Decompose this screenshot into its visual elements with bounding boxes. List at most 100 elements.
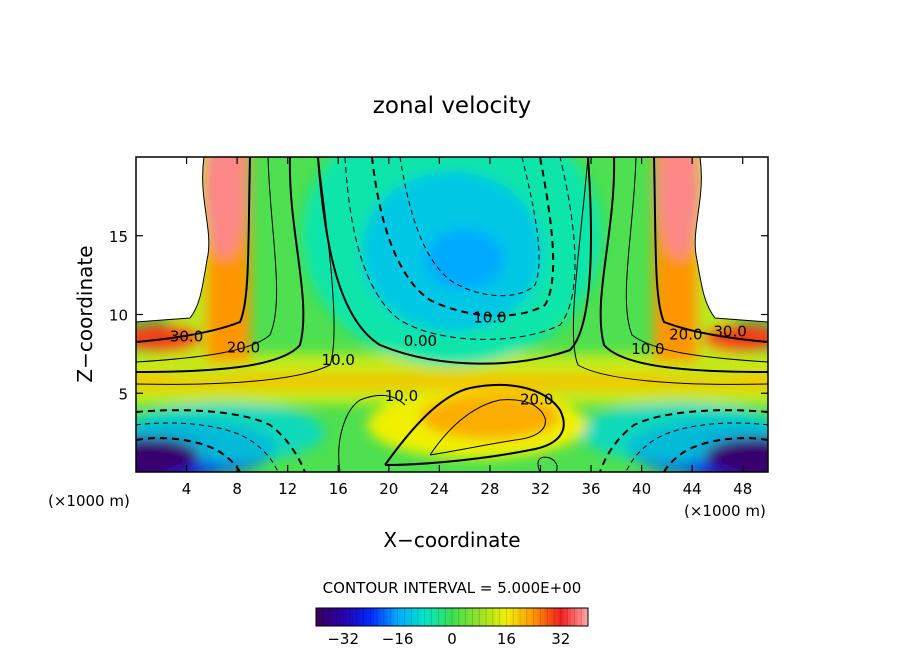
colorbar-ticks: −32 −16 0 16 32: [327, 630, 570, 648]
colorbar-cell: [465, 608, 470, 626]
y-tick-label: 10: [109, 307, 128, 325]
colorbar-cell: [571, 608, 575, 626]
colorbar-cell: [520, 608, 524, 626]
y-axis-label: Z−coordinate: [73, 245, 97, 382]
contour-label: 20.0: [520, 390, 553, 408]
contour-label: 30.0: [170, 327, 203, 345]
colorbar-cell: [557, 608, 562, 626]
colorbar-cell: [455, 608, 460, 626]
colorbar-cell: [533, 608, 538, 626]
colorbar-cell: [360, 608, 364, 626]
contour-label: 10.0: [385, 387, 418, 405]
colorbar-cell: [540, 608, 545, 626]
colorbar-cell: [458, 608, 463, 626]
x-axis-label: X−coordinate: [383, 528, 520, 552]
colorbar-frame: [315, 607, 589, 627]
colorbar-cell: [462, 608, 466, 626]
colorbar-tick-label: 32: [551, 630, 570, 648]
contour-interval-text: CONTOUR INTERVAL = 5.000E+00: [323, 579, 582, 597]
plot-area: 30.0 20.0 10.0 0.00 10.0 10.0 20.0 10.0 20.0 30.0: [136, 157, 768, 472]
colorbar-cell: [492, 608, 497, 626]
colorbar-cell: [523, 608, 528, 626]
colorbar-cell: [326, 608, 330, 626]
colorbar-cell: [377, 608, 381, 626]
contour-label: 20.0: [227, 338, 260, 356]
x-tick-label: 12: [278, 480, 297, 498]
colorbar-tick-label: 16: [497, 630, 516, 648]
colorbar-cell: [441, 608, 446, 626]
colorbar-cell: [438, 608, 443, 626]
colorbar-cell: [537, 608, 541, 626]
colorbar-cell: [526, 608, 531, 626]
colorbar-cell: [445, 608, 449, 626]
contour-label: 30.0: [713, 323, 746, 341]
colorbar-cell: [411, 608, 415, 626]
colorbar-cell: [475, 608, 480, 626]
colorbar-cell: [339, 608, 344, 626]
colorbar-cell: [499, 608, 504, 626]
colorbar-cell: [448, 608, 453, 626]
colorbar-cell: [418, 608, 422, 626]
colorbar-cell: [516, 608, 521, 626]
colorbar-cell: [316, 608, 320, 626]
x-ticks: 4 8 12 16 20 24 28 32 36 40 44 48: [182, 157, 752, 498]
x-tick-label: 8: [232, 480, 242, 498]
x-tick-label: 48: [733, 480, 752, 498]
x-tick-label: 32: [531, 480, 550, 498]
colorbar-cell: [428, 608, 432, 626]
colorbar-cell: [367, 608, 371, 626]
x-tick-label: 24: [430, 480, 449, 498]
colorbar-cell: [496, 608, 500, 626]
colorbar-cell: [384, 608, 388, 626]
colorbar-cell: [404, 608, 409, 626]
colorbar-tick-label: 0: [447, 630, 457, 648]
x-unit-right: (×1000 m): [684, 502, 766, 520]
colorbar-cell: [397, 608, 402, 626]
colorbar-cell: [509, 608, 514, 626]
colorbar-cell: [414, 608, 419, 626]
colorbar-cell: [503, 608, 507, 626]
colorbar-cell: [431, 608, 436, 626]
colorbar-cell: [435, 608, 439, 626]
x-tick-label: 40: [632, 480, 651, 498]
field-minimum: [424, 229, 505, 290]
contour-label: 20.0: [669, 326, 702, 344]
colorbar-cell: [489, 608, 494, 626]
colorbar-cell: [394, 608, 398, 626]
colorbar-cell: [353, 608, 358, 626]
colorbar-cell: [472, 608, 477, 626]
colorbar-cell: [469, 608, 473, 626]
colorbar-cell: [530, 608, 534, 626]
y-tick-label: 5: [118, 385, 128, 403]
colorbar-cell: [577, 608, 582, 626]
colorbar-cell: [363, 608, 368, 626]
colorbar-cell: [513, 608, 517, 626]
x-tick-label: 36: [581, 480, 600, 498]
colorbar-cell: [333, 608, 337, 626]
velocity-field: [136, 157, 768, 472]
x-tick-label: 16: [329, 480, 348, 498]
colorbar-cell: [373, 608, 378, 626]
field-jet: [202, 157, 247, 259]
colorbar-cell: [407, 608, 412, 626]
field-core: [136, 438, 199, 472]
colorbar-cell: [350, 608, 354, 626]
colorbar-cell: [550, 608, 555, 626]
contour-label: 10.0: [473, 308, 506, 326]
colorbar-cell: [343, 608, 347, 626]
chart-title: zonal velocity: [373, 93, 531, 119]
colorbar-cell: [554, 608, 558, 626]
colorbar-cell: [581, 608, 585, 626]
colorbar-cell: [370, 608, 375, 626]
colorbar-cell: [506, 608, 511, 626]
contour-label: 0.00: [404, 332, 437, 350]
colorbar-cell: [547, 608, 551, 626]
colorbar: [315, 608, 589, 626]
colorbar-cell: [387, 608, 392, 626]
field-jet: [657, 157, 702, 259]
field-patch: [419, 394, 560, 439]
colorbar-cell: [452, 608, 456, 626]
field-band: [136, 372, 768, 391]
colorbar-cell: [390, 608, 395, 626]
